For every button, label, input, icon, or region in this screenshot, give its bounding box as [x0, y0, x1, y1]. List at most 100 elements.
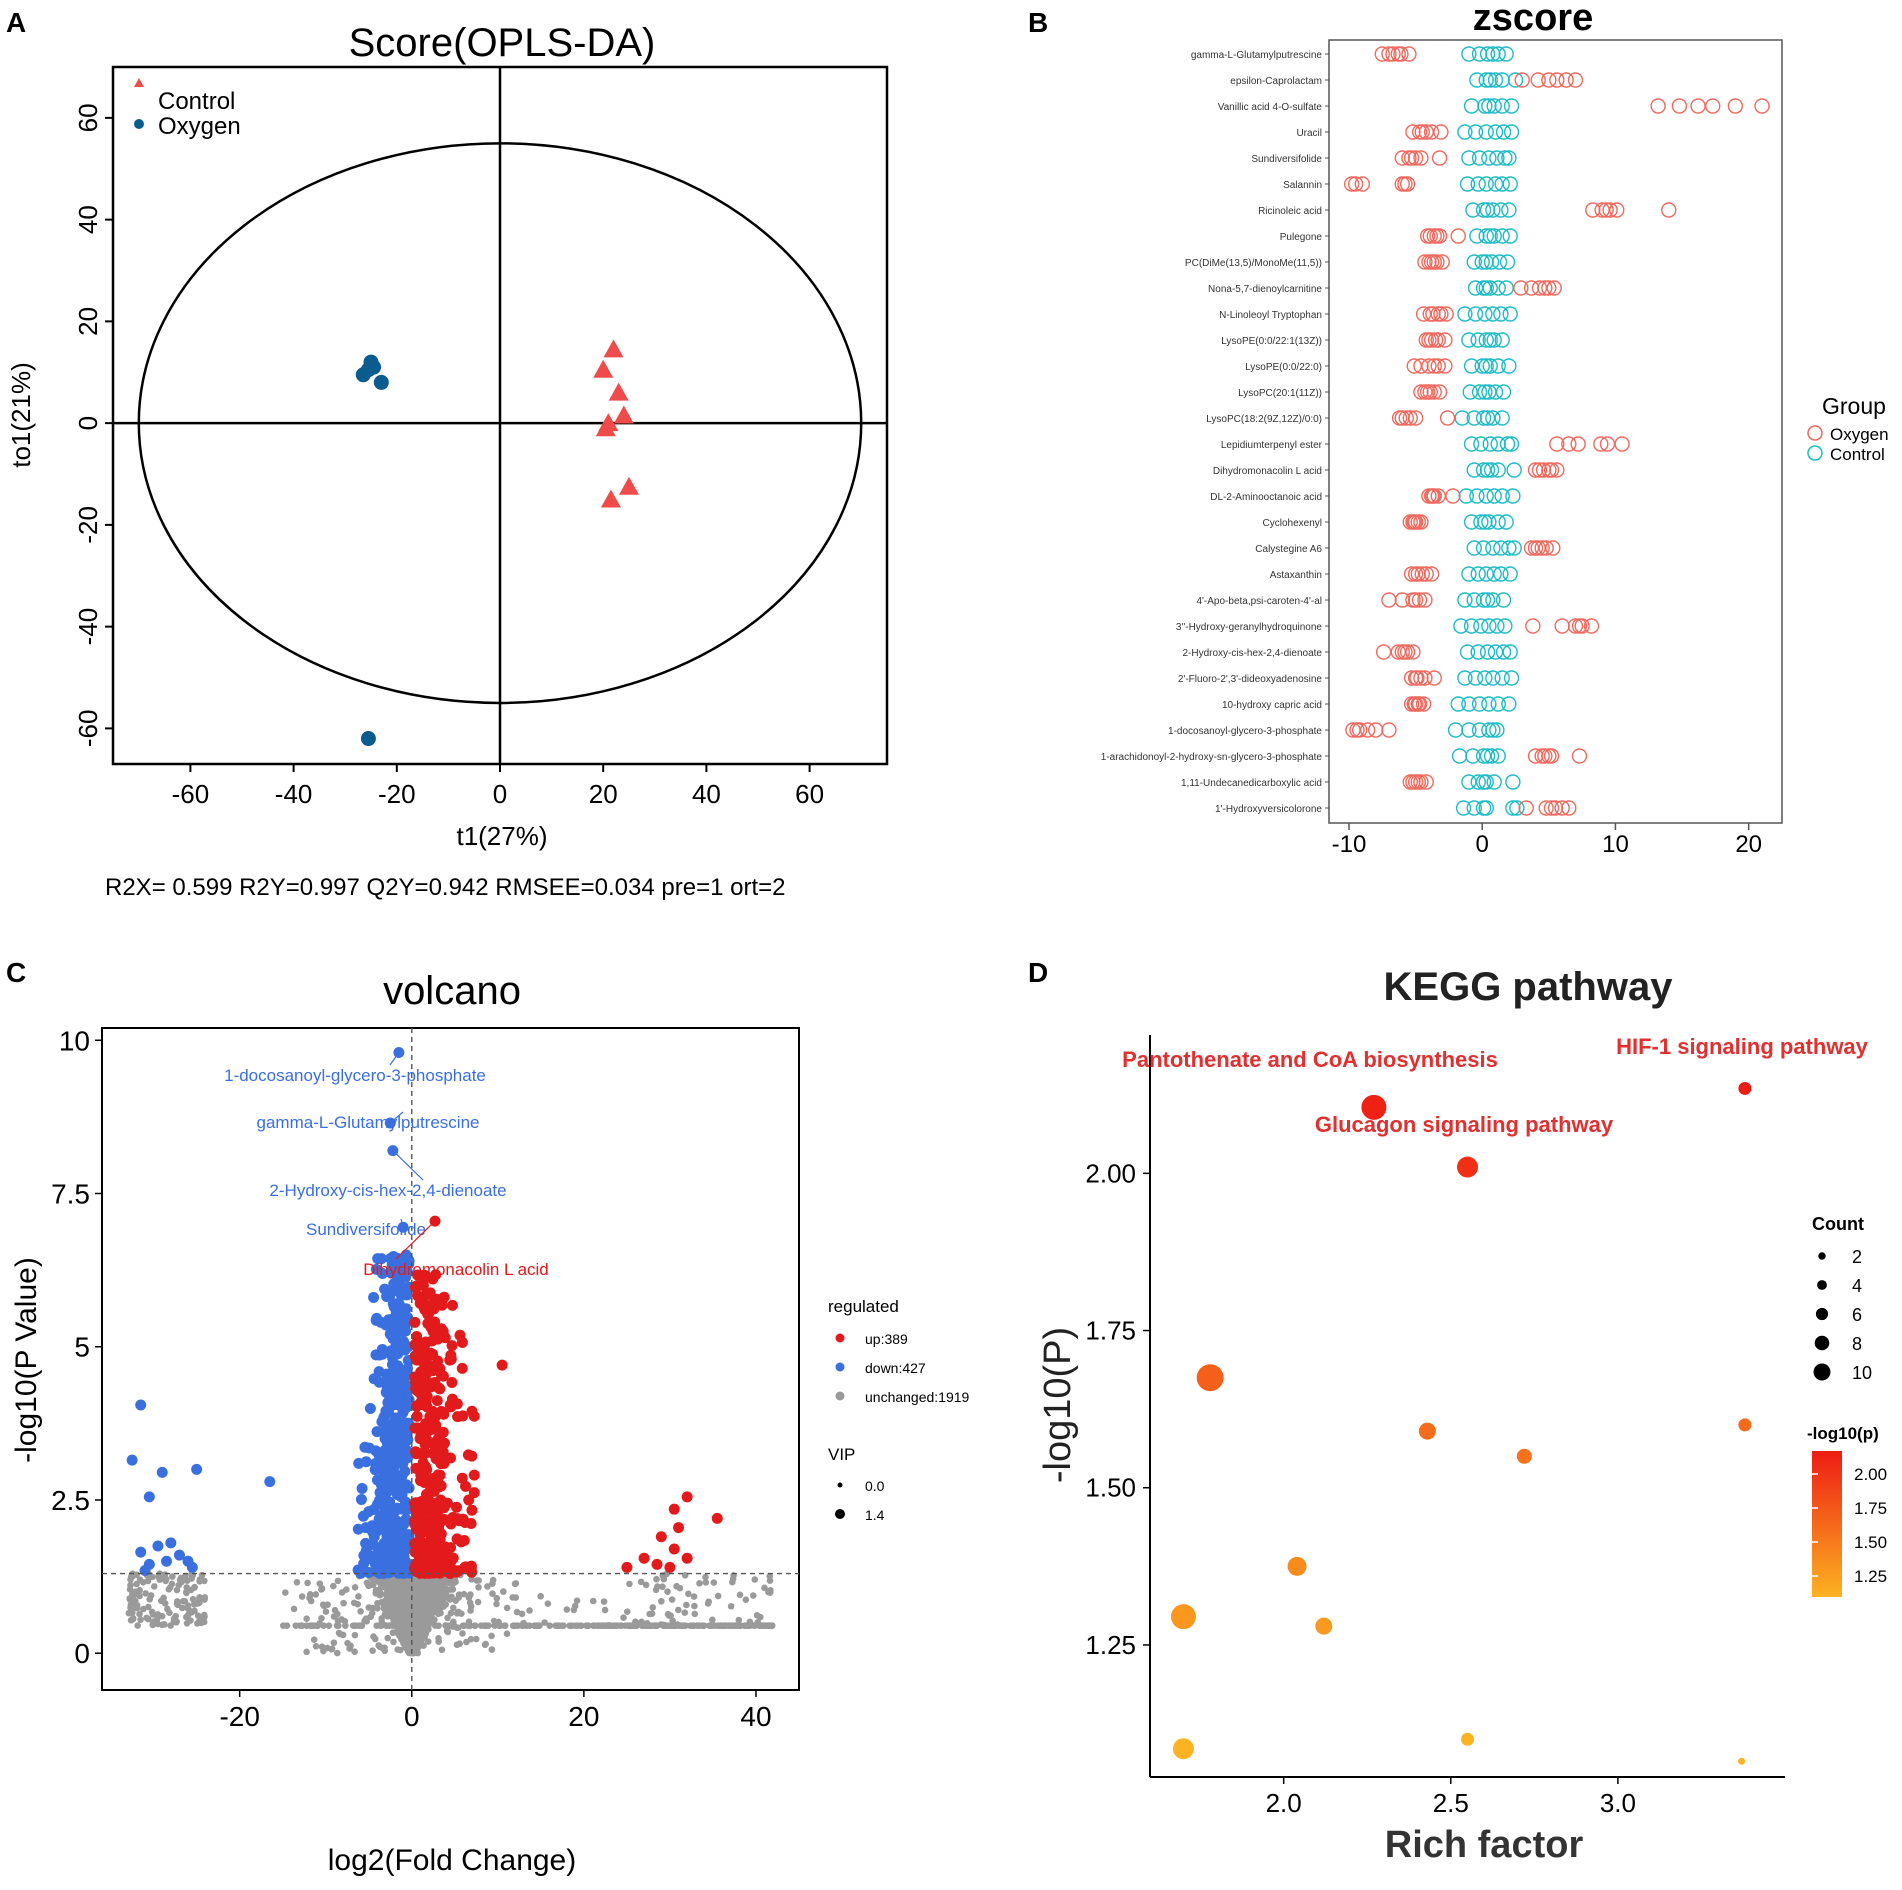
x-tick-label: 60 [795, 779, 824, 809]
unchanged-point [691, 1602, 698, 1610]
unchanged-point [423, 1620, 431, 1627]
oxygen-point [1549, 462, 1565, 478]
down-regulated-point [376, 1563, 388, 1575]
down-regulated-point [364, 1402, 376, 1414]
oxygen-point [1405, 644, 1421, 660]
unchanged-point [455, 1608, 462, 1616]
control-point [1467, 124, 1484, 140]
up-regulated-point [418, 1466, 430, 1478]
unchanged-point [735, 1616, 743, 1624]
unchanged-point [147, 1592, 155, 1599]
unchanged-point [493, 1600, 500, 1608]
control-point [1493, 202, 1509, 218]
control-point [1475, 592, 1492, 608]
panel-b-title: zscore [1473, 0, 1593, 39]
metabolite-label: N-Linoleoyl Tryptophan [1219, 310, 1322, 321]
control-point [1455, 800, 1472, 816]
control-point [1485, 540, 1501, 556]
unchanged-point [683, 1601, 690, 1609]
panel-c-title: volcano [383, 969, 521, 1013]
legend-vip-large-marker [835, 1509, 845, 1519]
up-regulated-point [681, 1491, 693, 1503]
annotation-label: Sundiversifolide [306, 1220, 426, 1239]
unchanged-point [444, 1628, 452, 1636]
control-point [1471, 150, 1488, 166]
oxygen-point [1549, 72, 1565, 88]
oxygen-point [1549, 436, 1565, 452]
up-regulated-point [418, 1505, 430, 1517]
unchanged-point [362, 1615, 370, 1622]
unchanged-point [563, 1606, 571, 1613]
up-regulated-point [432, 1333, 444, 1345]
panel-c-legend-down: down:427 [865, 1360, 926, 1376]
unchanged-point [173, 1600, 181, 1608]
control-point [1483, 462, 1500, 478]
metabolite-label: 1'-Hydroxyversicolorone [1215, 804, 1322, 815]
control-point [1474, 358, 1490, 374]
control-point [1461, 332, 1477, 348]
count-legend-label: 10 [1852, 1363, 1872, 1383]
unchanged-point [577, 1622, 584, 1629]
oxygen-point [1430, 488, 1446, 504]
panel-a-model-stats: R2X= 0.599 R2Y=0.997 Q2Y=0.942 RMSEE=0.0… [105, 874, 785, 901]
up-regulated-point [412, 1269, 424, 1281]
up-regulated-point [435, 1458, 447, 1470]
unchanged-point [133, 1580, 140, 1588]
panel-c-x-label: log2(Fold Change) [328, 1844, 576, 1877]
unchanged-point [387, 1579, 395, 1586]
unchanged-point [298, 1593, 306, 1600]
up-regulated-point [446, 1340, 458, 1352]
up-regulated-point [447, 1511, 459, 1523]
control-point [1489, 618, 1505, 634]
oxygen-point [1426, 254, 1442, 270]
x-tick-label: 10 [1602, 831, 1629, 858]
oxygen-point [1554, 800, 1570, 816]
unchanged-point [383, 1611, 391, 1618]
metabolite-label: LysoPE(0:0/22:1(13Z)) [1221, 336, 1322, 347]
control-point [1478, 566, 1494, 582]
unchanged-point [293, 1578, 301, 1586]
control-point [1466, 540, 1482, 556]
oxygen-point [1513, 280, 1529, 296]
oxygen-point [1430, 358, 1446, 374]
colorbar-tick-label: 2.00 [1854, 1465, 1887, 1484]
control-point [1479, 748, 1496, 764]
control-point [1478, 358, 1494, 374]
oxygen-point [1429, 228, 1445, 244]
unchanged-point [397, 1614, 404, 1622]
oxygen-point [1354, 176, 1371, 192]
unchanged-point [447, 1609, 455, 1617]
up-regulated-point [424, 1287, 436, 1299]
panel-d-y-label: -log10(P) [1037, 1327, 1079, 1483]
up-regulated-point [416, 1516, 428, 1528]
legend-oxygen-label: Oxygen [158, 113, 241, 140]
up-regulated-point [621, 1561, 633, 1573]
control-point [1478, 280, 1494, 296]
unchanged-point [358, 1622, 365, 1629]
oxygen-point [1593, 436, 1609, 452]
oxygen-point [1433, 124, 1449, 140]
oxygen-point [1410, 514, 1426, 530]
oxygen-point [1426, 384, 1442, 400]
oxygen-point [1414, 124, 1430, 140]
unchanged-point [318, 1614, 325, 1622]
down-regulated-point [380, 1521, 392, 1533]
unchanged-point [140, 1605, 147, 1613]
x-tick-label: -20 [378, 779, 416, 809]
y-tick-label: 0 [73, 416, 103, 430]
annotation-leader-line [395, 1220, 436, 1260]
control-point [1475, 410, 1492, 426]
unchanged-point [639, 1622, 647, 1629]
pathway-point [1738, 1418, 1752, 1432]
unchanged-point [428, 1613, 435, 1621]
up-regulated-point [460, 1561, 472, 1573]
unchanged-point [512, 1622, 519, 1629]
oxygen-point [1427, 332, 1444, 348]
oxygen-point [1541, 280, 1557, 296]
down-regulated-point [396, 1281, 408, 1293]
unchanged-point [704, 1600, 712, 1607]
unchanged-point [322, 1608, 330, 1616]
control-point [1487, 384, 1504, 400]
oxygen-point [1570, 436, 1586, 452]
